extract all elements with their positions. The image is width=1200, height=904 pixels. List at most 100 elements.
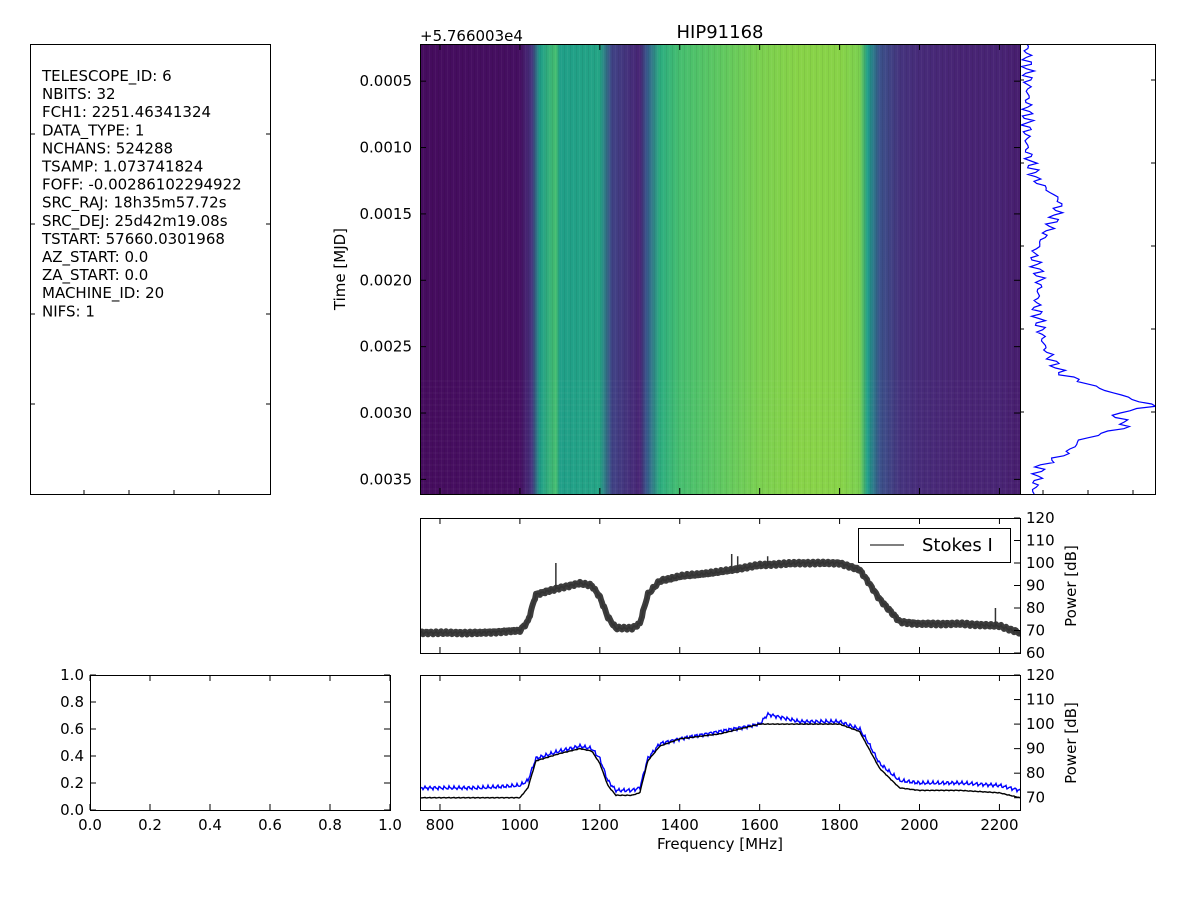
y-tick-label: 0.6 (60, 720, 84, 738)
y-tick-label: 0.0030 (360, 404, 413, 422)
compare-y-ticks: 70 80 90 100 110 120 (1014, 666, 1055, 807)
y-tick-label: 0.0010 (360, 139, 413, 157)
x-tick-label: 1800 (820, 816, 858, 834)
y-tick-label: 0.0020 (360, 271, 413, 289)
legend-label-stokes-i: Stokes I (922, 535, 993, 556)
header-info-line: TELESCOPE_ID: 6 (41, 67, 172, 86)
spectrogram-row (420, 482, 1020, 484)
header-info-line: SRC_RAJ: 18h35m57.72s (42, 194, 227, 213)
x-tick-label: 1000 (501, 816, 539, 834)
header-info-line: NBITS: 32 (42, 85, 116, 103)
x-tick-label: 1600 (741, 816, 779, 834)
y-tick-label: 60 (1026, 644, 1045, 662)
y-axis-label-time: Time [MJD] (331, 228, 349, 311)
y-tick-label: 80 (1026, 764, 1045, 782)
x-tick-label: 1.0 (378, 816, 402, 834)
header-info-line: TSTART: 57660.0301968 (41, 230, 225, 248)
spectrogram-row (420, 404, 1020, 406)
y-tick-label: 110 (1026, 532, 1055, 550)
spectrogram-row (420, 386, 1020, 388)
y-tick-label: 0.8 (60, 693, 84, 711)
x-tick-label: 800 (426, 816, 455, 834)
y-tick-label: 70 (1026, 789, 1045, 807)
spectrogram-row (420, 440, 1020, 442)
spectrogram-row (420, 452, 1020, 454)
x-tick-label: 2000 (900, 816, 938, 834)
x-tick-label: 1200 (581, 816, 619, 834)
spectrogram-row (420, 446, 1020, 448)
spectrogram-row (420, 398, 1020, 400)
compare-x-ticks: 800 1000 1200 1400 1600 1800 2000 2200 (426, 675, 1019, 834)
header-info-line: TSAMP: 1.073741824 (41, 158, 203, 176)
x-tick-label: 0.4 (198, 816, 222, 834)
spectrum-y-ticks: 60 70 80 90 100 110 120 (1014, 509, 1055, 662)
y-tick-label: 1.0 (60, 666, 84, 684)
y-tick-label: 120 (1026, 666, 1055, 684)
y-tick-label: 0.0035 (360, 470, 413, 488)
y-tick-label: 100 (1026, 554, 1055, 572)
header-info-line: DATA_TYPE: 1 (42, 121, 144, 140)
y-tick-label: 90 (1026, 577, 1045, 595)
spectrogram-y-ticks: 0.0005 0.0010 0.0015 0.0020 0.0025 0.0030 0.00… (360, 72, 1020, 488)
x-axis-label-frequency: Frequency [MHz] (657, 835, 783, 853)
spectrogram-row (420, 434, 1020, 436)
spectrogram-row (420, 422, 1020, 424)
spectrogram-panel: HIP91168 +5.766003e4 0.00050.00100.00150… (331, 22, 1021, 495)
spectrogram-row (420, 476, 1020, 478)
y-offset-label: +5.766003e4 (420, 27, 523, 45)
time-series-line (1020, 44, 1155, 494)
header-info-line: AZ_START: 0.0 (42, 248, 148, 267)
spectrum-compare-panel: 70 80 90 100 110 120 800 1000 1200 1400 1600 1800 2… (420, 666, 1080, 853)
header-info-line: SRC_DEJ: 25d42m19.08s (42, 212, 228, 231)
x-tick-label: 0.8 (318, 816, 342, 834)
legend: Stokes I (858, 528, 1011, 563)
x-tick-label: 2200 (980, 816, 1018, 834)
spectrum-line-black (420, 722, 1020, 799)
x-tick-label: 0.2 (138, 816, 162, 834)
empty-panel: 0.0 0.2 0.4 0.6 0.8 1.0 0.0 0.2 0.4 0.6 0.8 1.0 (60, 666, 402, 834)
spectrogram-row (420, 428, 1020, 430)
x-tick-label: 0.6 (258, 816, 282, 834)
header-info-line: ZA_START: 0.0 (42, 266, 148, 285)
spectrogram-row (420, 410, 1020, 412)
y-axis-label-power-1: Power [dB] (1062, 545, 1080, 627)
header-info-line: MACHINE_ID: 20 (42, 284, 164, 303)
y-tick-label: 0.4 (60, 747, 84, 765)
y-tick-label: 110 (1026, 691, 1055, 709)
y-axis-label-power-2: Power [dB] (1062, 702, 1080, 784)
spectrum-x-ticks (439, 518, 1000, 653)
empty-x-ticks: 0.0 0.2 0.4 0.6 0.8 1.0 (78, 675, 402, 834)
header-info-ticks (31, 133, 270, 494)
chart-title: HIP91168 (677, 22, 764, 43)
y-tick-label: 120 (1026, 509, 1055, 527)
spectrum-line-stokes-i (420, 560, 1020, 637)
y-tick-label: 0.2 (60, 774, 84, 792)
spectrogram-texture (420, 44, 1020, 494)
spectrogram-row (420, 392, 1020, 394)
empty-y-ticks: 0.0 0.2 0.4 0.6 0.8 1.0 (60, 666, 390, 819)
spectrogram-row (420, 464, 1020, 466)
y-tick-label: 0.0 (60, 801, 84, 819)
time-series-ticks (1020, 79, 1155, 494)
header-info-line: FCH1: 2251.46341324 (42, 103, 211, 121)
y-tick-label: 0.0015 (360, 205, 413, 223)
spectrum-line-blue (420, 711, 1020, 794)
y-tick-label: 80 (1026, 599, 1045, 617)
y-tick-label: 90 (1026, 740, 1045, 758)
spectrum-spikes (555, 554, 997, 626)
x-tick-label: 1400 (661, 816, 699, 834)
y-tick-label: 70 (1026, 622, 1045, 640)
header-info-line: FOFF: -0.00286102294922 (42, 176, 242, 194)
spectrogram-row (420, 458, 1020, 460)
y-tick-label: 0.0025 (360, 338, 413, 356)
spectrogram-row (420, 416, 1020, 418)
y-tick-label: 0.0005 (360, 72, 413, 90)
spectrogram-x-ticks (439, 44, 1000, 494)
spectrogram-row (420, 488, 1020, 490)
spectrum-panel: 60 70 80 90 100 110 120 Power [dB] Stokes I (420, 509, 1080, 662)
spectrogram-row (420, 470, 1020, 472)
spectrogram-row (420, 380, 1020, 382)
